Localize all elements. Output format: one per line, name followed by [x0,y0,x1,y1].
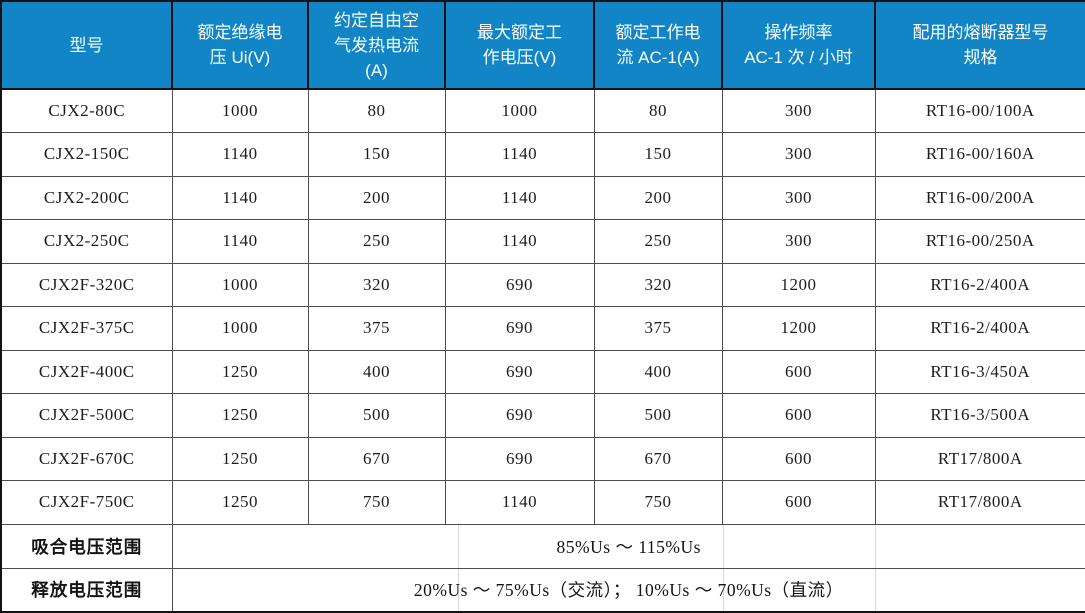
value-cell: 600 [721,480,876,525]
value-cell: RT16-2/400A [874,262,1085,307]
value-cell: 400 [307,349,446,394]
model-cell: CJX2-150C [0,132,173,177]
value-cell: 1140 [444,132,595,177]
value-cell: 670 [593,436,723,481]
header-cell-fuse-spec: 配用的熔断器型号 规格 [874,0,1085,90]
model-cell: CJX2F-375C [0,306,173,351]
model-cell: CJX2-80C [0,88,173,133]
header-cell-insulation-voltage: 额定绝缘电 压 Ui(V) [171,0,309,90]
model-cell: CJX2F-750C [0,480,173,525]
value-cell: RT16-2/400A [874,306,1085,351]
value-cell: 80 [307,88,446,133]
value-cell: 750 [593,480,723,525]
value-cell: RT16-00/200A [874,175,1085,220]
value-cell: RT16-3/500A [874,393,1085,438]
value-cell: 1250 [171,393,309,438]
value-cell: 500 [307,393,446,438]
table-row: CJX2F-500C 1250 500 690 500 600 RT16-3/500A [0,393,1085,438]
release-voltage-row: 释放电压范围 20%Us ～ 75%Us（交流）； 10%Us ～ 70%Us（… [0,567,1085,613]
value-cell: 320 [307,262,446,307]
header-cell-operating-frequency: 操作频率 AC-1 次 / 小时 [721,0,876,90]
table-row: CJX2F-670C 1250 670 690 670 600 RT17/800A [0,436,1085,481]
model-cell: CJX2-250C [0,219,173,264]
header-row: 型号 额定绝缘电 压 Ui(V) 约定自由空 气发热电流 (A) 最大额定工 作… [0,0,1085,90]
value-cell: 500 [593,393,723,438]
value-cell: 400 [593,349,723,394]
value-cell: 690 [444,306,595,351]
model-cell: CJX2-200C [0,175,173,220]
header-cell-working-current: 额定工作电 流 AC-1(A) [593,0,723,90]
value-cell: 1140 [171,175,309,220]
value-cell: 375 [593,306,723,351]
value-cell: 1000 [171,88,309,133]
table-body: CJX2-80C 1000 80 1000 80 300 RT16-00/100A CJX2-… [0,88,1085,525]
model-cell: CJX2F-670C [0,436,173,481]
table-row: CJX2F-320C 1000 320 690 320 1200 RT16-2/400A [0,262,1085,307]
value-cell: 1140 [444,219,595,264]
value-cell: 690 [444,262,595,307]
value-cell: 300 [721,219,876,264]
value-cell: 300 [721,175,876,220]
value-cell: 300 [721,132,876,177]
value-cell: RT16-3/450A [874,349,1085,394]
pickup-voltage-row: 吸合电压范围 85%Us ～ 115%Us [0,523,1085,569]
value-cell: 600 [721,393,876,438]
value-cell: 250 [593,219,723,264]
value-cell: 690 [444,393,595,438]
table-row: CJX2F-375C 1000 375 690 375 1200 RT16-2/400A [0,306,1085,351]
value-cell: 1200 [721,306,876,351]
value-cell: 1250 [171,349,309,394]
model-cell: CJX2F-500C [0,393,173,438]
value-cell: RT16-00/250A [874,219,1085,264]
table-row: CJX2-250C 1140 250 1140 250 300 RT16-00/250A [0,219,1085,264]
release-voltage-value: 20%Us ～ 75%Us（交流）； 10%Us ～ 70%Us（直流） [171,567,1085,613]
value-cell: 320 [593,262,723,307]
value-cell: 670 [307,436,446,481]
value-cell: 80 [593,88,723,133]
table-row: CJX2-80C 1000 80 1000 80 300 RT16-00/100A [0,88,1085,133]
release-voltage-label: 释放电压范围 [0,567,173,613]
pickup-voltage-value: 85%Us ～ 115%Us [171,523,1085,569]
value-cell: RT16-00/100A [874,88,1085,133]
table-row: CJX2F-750C 1250 750 1140 750 600 RT17/800A [0,480,1085,525]
model-cell: CJX2F-400C [0,349,173,394]
value-cell: 200 [593,175,723,220]
value-cell: 150 [593,132,723,177]
value-cell: 375 [307,306,446,351]
header-cell-thermal-current: 约定自由空 气发热电流 (A) [307,0,446,90]
pickup-voltage-label: 吸合电压范围 [0,523,173,569]
value-cell: 1000 [171,306,309,351]
value-cell: 1250 [171,436,309,481]
value-cell: 600 [721,349,876,394]
value-cell: 750 [307,480,446,525]
value-cell: 1140 [171,219,309,264]
value-cell: RT17/800A [874,480,1085,525]
value-cell: 250 [307,219,446,264]
header-cell-max-working-voltage: 最大额定工 作电压(V) [444,0,595,90]
value-cell: 200 [307,175,446,220]
value-cell: RT17/800A [874,436,1085,481]
value-cell: 1000 [444,88,595,133]
table-header: 型号 额定绝缘电 压 Ui(V) 约定自由空 气发热电流 (A) 最大额定工 作… [0,0,1085,90]
value-cell: 1140 [444,480,595,525]
table-footer: 吸合电压范围 85%Us ～ 115%Us 释放电压范围 20%Us ～ 75%… [0,523,1085,613]
value-cell: RT16-00/160A [874,132,1085,177]
value-cell: 1140 [444,175,595,220]
value-cell: 1250 [171,480,309,525]
header-cell-model: 型号 [0,0,173,90]
table-row: CJX2-150C 1140 150 1140 150 300 RT16-00/160A [0,132,1085,177]
value-cell: 1140 [171,132,309,177]
value-cell: 690 [444,436,595,481]
table-row: CJX2F-400C 1250 400 690 400 600 RT16-3/450A [0,349,1085,394]
value-cell: 150 [307,132,446,177]
model-cell: CJX2F-320C [0,262,173,307]
value-cell: 1000 [171,262,309,307]
value-cell: 1200 [721,262,876,307]
value-cell: 690 [444,349,595,394]
value-cell: 600 [721,436,876,481]
table-row: CJX2-200C 1140 200 1140 200 300 RT16-00/200A [0,175,1085,220]
value-cell: 300 [721,88,876,133]
